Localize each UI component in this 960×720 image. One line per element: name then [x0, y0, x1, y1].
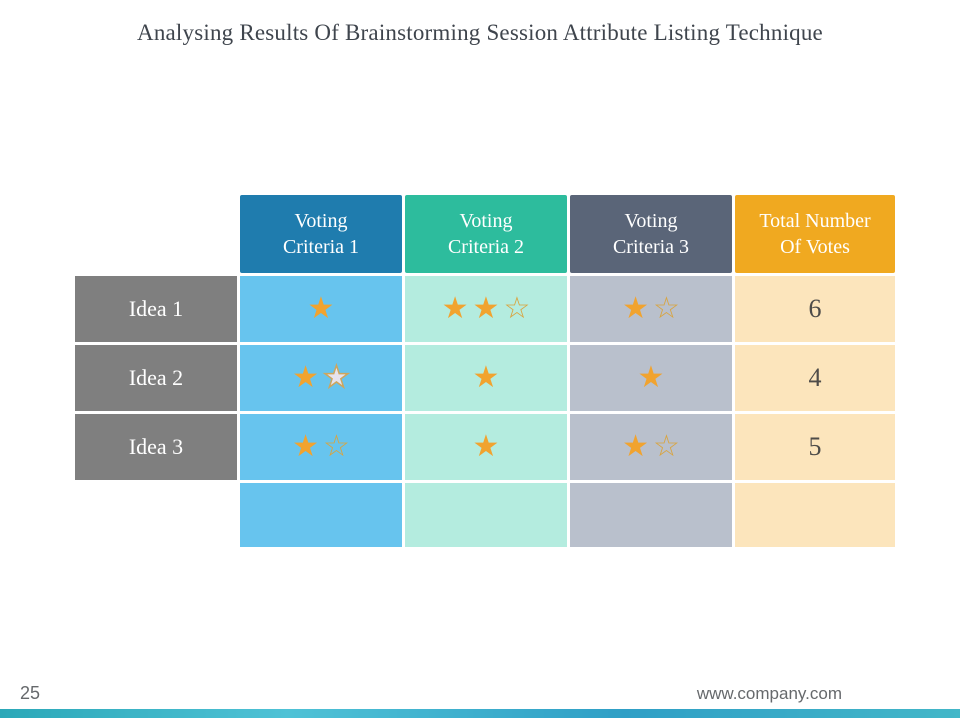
- rating-cell: [405, 483, 567, 547]
- total-cell: 4: [735, 345, 895, 411]
- outline-star-icon: ☆: [323, 430, 350, 463]
- idea-label-cell: Idea 1: [75, 276, 237, 342]
- filled-star-icon: ★: [307, 292, 335, 325]
- slide-title: Analysing Results Of Brainstorming Sessi…: [137, 20, 823, 45]
- outline-star-icon: ☆: [653, 292, 680, 325]
- rating-cell: ★ ★: [240, 345, 402, 411]
- outline-star-icon: ☆: [653, 430, 680, 463]
- total-cell: 6: [735, 276, 895, 342]
- total-cell: 5: [735, 414, 895, 480]
- filled-star-icon: ★: [622, 430, 649, 463]
- rating-cell: ★ ☆: [570, 414, 732, 480]
- column-header: Total Number Of Votes: [735, 195, 895, 273]
- footer-accent-bar: [0, 709, 960, 718]
- filled-star-icon: ★: [292, 361, 319, 394]
- rating-cell: [570, 483, 732, 547]
- rating-cell: ★ ★ ☆: [405, 276, 567, 342]
- idea-label-cell: Idea 3: [75, 414, 237, 480]
- rating-cell: ★: [570, 345, 732, 411]
- light-star-icon: ★: [322, 361, 350, 394]
- idea-label-cell: Idea 2: [75, 345, 237, 411]
- filled-star-icon: ★: [472, 430, 500, 463]
- filled-star-icon: ★: [637, 361, 665, 394]
- attribute-table: Voting Criteria 1 Voting Criteria 2 Voting…: [75, 195, 895, 547]
- column-header: Voting Criteria 1: [240, 195, 402, 273]
- rating-cell: ★: [405, 345, 567, 411]
- filled-star-icon: ★: [441, 292, 469, 325]
- filled-star-icon: ★: [472, 292, 500, 325]
- filled-star-icon: ★: [292, 430, 319, 463]
- table-corner-cell: [75, 195, 237, 273]
- total-cell: [735, 483, 895, 547]
- blank-label-cell: [75, 483, 237, 547]
- outline-star-icon: ☆: [503, 292, 531, 325]
- filled-star-icon: ★: [472, 361, 500, 394]
- column-header: Voting Criteria 3: [570, 195, 732, 273]
- rating-cell: ★ ☆: [240, 414, 402, 480]
- footer-page-number: 25: [20, 683, 41, 703]
- footer-website: www.company.com: [696, 684, 842, 703]
- filled-star-icon: ★: [622, 292, 649, 325]
- column-header: Voting Criteria 2: [405, 195, 567, 273]
- rating-cell: ★: [240, 276, 402, 342]
- rating-cell: ★: [405, 414, 567, 480]
- rating-cell: ★ ☆: [570, 276, 732, 342]
- rating-cell: [240, 483, 402, 547]
